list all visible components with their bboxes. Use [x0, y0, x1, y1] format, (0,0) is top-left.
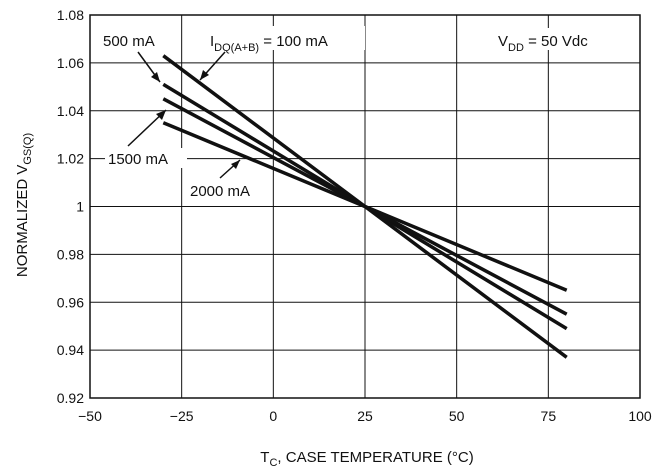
x-tick-label: 100 [628, 408, 652, 424]
annotation-500ma-bg [100, 28, 170, 50]
annotation-vdd: VDD = 50 Vdc [496, 28, 624, 54]
x-tick-label: 75 [541, 408, 557, 424]
x-tick-labels: −50 −25 0 25 50 75 100 [78, 408, 652, 424]
annotation-1500ma: 1500 mA [105, 148, 187, 168]
annotation-idq-bg [205, 26, 365, 50]
x-tick-label: 25 [357, 408, 373, 424]
y-tick-labels: 0.92 0.94 0.96 0.98 1 1.02 1.04 1.06 1.08 [57, 7, 84, 406]
arrowhead-500ma [151, 72, 160, 82]
arrowhead-1500ma [156, 110, 166, 120]
annotation-vdd-text: VDD = 50 Vdc [498, 33, 588, 54]
y-tick-label: 1.08 [57, 7, 84, 23]
y-tick-label: 0.96 [57, 294, 84, 310]
y-tick-label: 0.92 [57, 390, 84, 406]
x-tick-label: 50 [449, 408, 465, 424]
annotation-500ma: 500 mA [100, 28, 170, 50]
arrowhead-idq [200, 70, 209, 80]
y-tick-label: 1.06 [57, 55, 84, 71]
series-lines [162, 54, 568, 359]
leader-arrows [127, 51, 241, 179]
annotation-1500ma-text: 1500 mA [108, 151, 168, 168]
x-axis-title: TC, CASE TEMPERATURE (°C) [260, 449, 473, 469]
annotation-idq-text: IDQ(A+B) = 100 mA [210, 33, 328, 54]
annotation-2000ma-bg [188, 180, 266, 200]
x-tick-label: −25 [170, 408, 194, 424]
y-tick-label: 0.94 [57, 342, 84, 358]
y-tick-label: 0.98 [57, 246, 84, 262]
y-tick-label: 1.02 [57, 151, 84, 167]
annotation-2000ma: 2000 mA [188, 180, 266, 200]
series-line-3 [162, 121, 568, 292]
plot-frame [89, 14, 641, 399]
annotation-idq: IDQ(A+B) = 100 mA [205, 26, 365, 54]
x-tick-label: 0 [269, 408, 277, 424]
y-tick-label: 1 [76, 199, 84, 215]
y-axis-title: NORMALIZED VGS(Q) [14, 133, 34, 277]
x-tick-label: −50 [78, 408, 102, 424]
annotation-vdd-bg [496, 28, 624, 50]
y-tick-label: 1.04 [57, 103, 84, 119]
annotation-1500ma-bg [105, 148, 187, 168]
grid [89, 14, 641, 399]
arrowhead-2000ma [231, 160, 240, 169]
annotation-500ma-text: 500 mA [103, 33, 155, 50]
annotation-2000ma-text: 2000 mA [190, 183, 250, 200]
